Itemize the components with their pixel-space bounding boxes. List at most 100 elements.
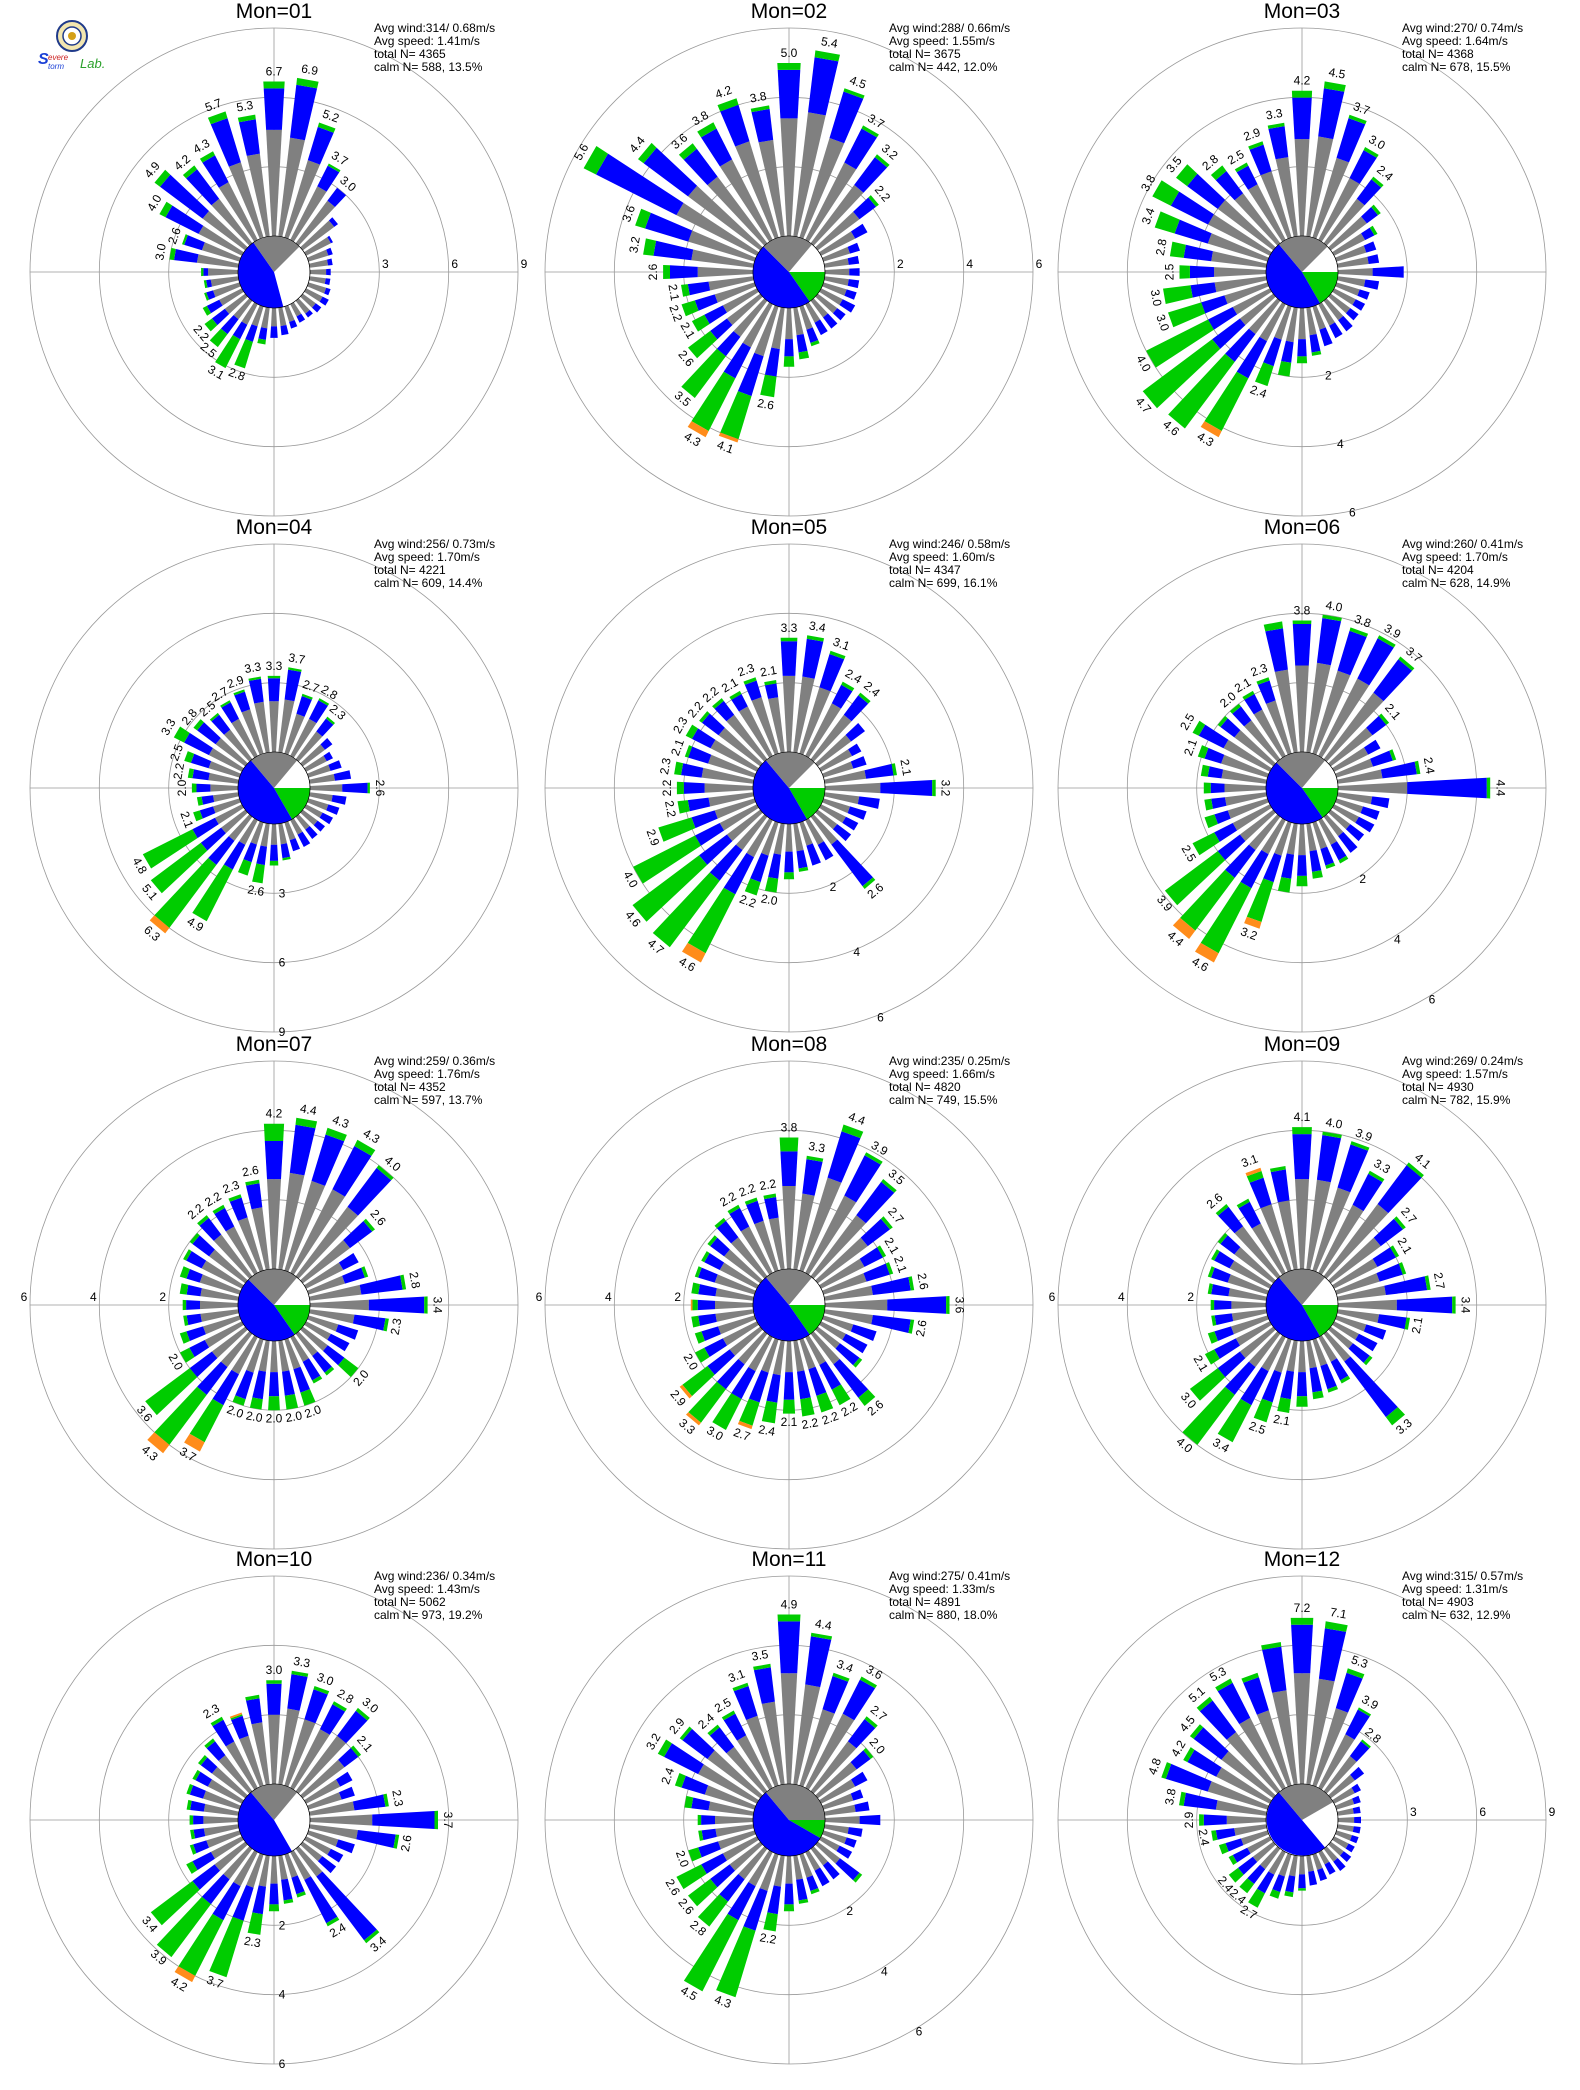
wind-bar — [663, 265, 670, 279]
wind-bar — [209, 712, 220, 722]
wind-bar — [1380, 761, 1417, 779]
wind-bar — [681, 763, 704, 778]
wind-bar — [376, 1165, 394, 1181]
wind-bar — [1352, 1806, 1361, 1814]
wind-bar — [701, 1853, 727, 1874]
wind-bar — [211, 308, 230, 326]
wind-bar — [805, 1195, 857, 1275]
logo-text-1: S — [38, 51, 49, 68]
wind-bar — [1335, 798, 1363, 814]
wind-bar — [372, 1811, 435, 1829]
wind-bar — [1272, 1690, 1298, 1785]
wind-bar — [780, 1151, 798, 1186]
wind-bar — [793, 112, 826, 237]
wind-bar — [296, 1891, 306, 1898]
wind-bar — [251, 1207, 270, 1270]
wind-bar — [179, 1283, 189, 1295]
wind-bar — [874, 154, 890, 168]
wind-bar — [1346, 1668, 1365, 1679]
wind-bar — [1211, 1315, 1217, 1326]
wind-bar — [851, 223, 868, 239]
wind-bar — [295, 814, 310, 830]
wind-bar — [212, 1369, 239, 1406]
wind-bar — [715, 1824, 754, 1837]
wind-rose-panel: Mon=034.2 4.53.73.02.42.44.34.64.74.03.03… — [1057, 0, 1547, 519]
wind-bar — [260, 823, 270, 847]
wind-bar — [793, 307, 804, 336]
wind-bar — [300, 1759, 345, 1799]
wind-bar — [263, 1123, 285, 1141]
wind-bar — [653, 240, 694, 261]
calm-outline — [237, 751, 311, 825]
wind-bar — [753, 1667, 775, 1704]
wind-bar — [180, 1347, 195, 1363]
wind-bar — [200, 1300, 239, 1310]
wind-bar — [184, 1433, 205, 1452]
wind-bar — [1335, 1830, 1352, 1841]
wind-bar — [311, 1134, 345, 1186]
wind-bar — [424, 1296, 428, 1314]
wind-bar — [1390, 1245, 1400, 1258]
wind-bar — [1328, 727, 1373, 767]
wind-bar — [1227, 1274, 1269, 1295]
wind-bar — [815, 809, 838, 830]
panel-title: Mon=05 — [751, 516, 827, 539]
wind-bar — [290, 302, 302, 317]
bar-label: 2.6 — [915, 1272, 932, 1291]
wind-bar — [1323, 1331, 1351, 1362]
wind-bar — [742, 302, 773, 348]
wind-bar — [1372, 1247, 1396, 1267]
wind-bar — [1308, 1870, 1318, 1886]
wind-bar — [309, 784, 343, 792]
wind-bar — [793, 676, 815, 753]
wind-bar — [720, 104, 750, 147]
wind-bar — [1319, 327, 1333, 347]
bar-label: 2.1 — [891, 1254, 910, 1275]
wind-bar — [342, 782, 368, 794]
wind-bar — [1217, 834, 1246, 861]
wind-bar — [735, 814, 768, 851]
wind-bar — [190, 753, 212, 769]
wind-bar — [335, 1839, 355, 1854]
wind-bar — [908, 1276, 915, 1291]
wind-bar — [220, 700, 231, 708]
calm-blue — [237, 1279, 295, 1342]
wind-bar — [198, 225, 244, 256]
wind-bar — [676, 781, 684, 795]
wind-bar — [815, 1841, 840, 1864]
wind-bar — [186, 1300, 200, 1310]
stats-line: total N= 3675 — [889, 47, 961, 61]
wind-bar — [1223, 739, 1272, 772]
calm-blue — [1266, 1792, 1326, 1856]
wind-bar — [1289, 1855, 1298, 1877]
wind-bar — [691, 314, 710, 332]
wind-bar — [782, 675, 796, 753]
wind-bar — [434, 1810, 438, 1830]
stats-line: Avg wind:256/ 0.73m/s — [374, 537, 495, 551]
wind-bar — [763, 1193, 777, 1200]
wind-bar — [687, 421, 709, 438]
wind-bar — [718, 1830, 756, 1850]
wind-bar — [268, 1714, 280, 1785]
wind-bar — [815, 293, 838, 314]
wind-bar — [681, 348, 726, 398]
wind-bar — [780, 118, 798, 237]
wind-bar — [233, 689, 245, 696]
wind-bar — [184, 732, 213, 756]
wind-bar — [853, 1872, 863, 1883]
wind-bar — [1207, 1266, 1215, 1278]
wind-bar — [714, 798, 756, 819]
wind-bar — [932, 779, 936, 797]
wind-bar — [676, 1864, 707, 1890]
wind-bar — [715, 1815, 754, 1825]
wind-bar — [737, 352, 764, 397]
wind-bar — [232, 1885, 254, 1921]
wind-bar — [824, 258, 849, 268]
wind-bar — [1199, 1700, 1237, 1740]
wind-bar — [278, 137, 305, 237]
wind-bar — [1328, 216, 1367, 251]
wind-bar — [183, 1315, 189, 1326]
wind-bar — [1340, 1851, 1352, 1862]
wind-bar — [839, 299, 856, 313]
calm-outline — [237, 1783, 311, 1857]
